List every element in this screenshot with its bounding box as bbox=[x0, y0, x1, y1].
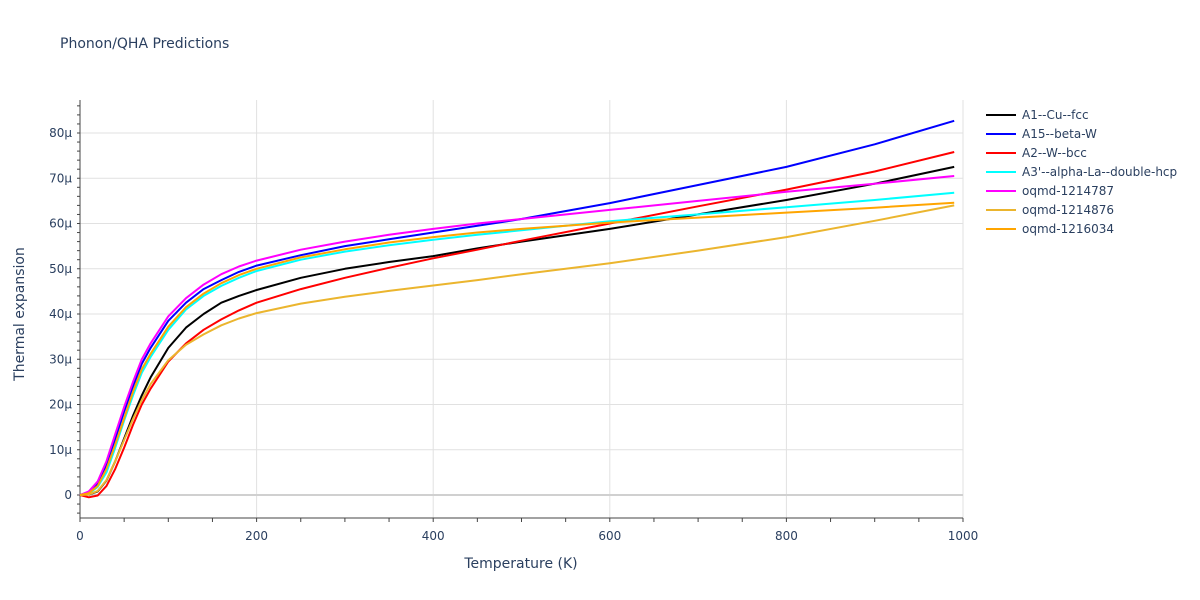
data-lines bbox=[79, 119, 955, 499]
legend-item[interactable]: A15--beta-W bbox=[986, 124, 1177, 143]
legend-line-icon bbox=[986, 132, 1016, 135]
x-tick-label: 1000 bbox=[948, 529, 979, 543]
series-line bbox=[79, 175, 955, 496]
legend-line-icon bbox=[986, 208, 1016, 211]
y-tick-label: 80µ bbox=[49, 126, 72, 140]
x-tick-label: 600 bbox=[598, 529, 621, 543]
series-line bbox=[79, 204, 955, 496]
x-tick-label: 0 bbox=[76, 529, 84, 543]
axes: 0 200 400 600 800 1000 0 10µ 20µ 30µ 40µ 50µ 60µ 70µ 8… bbox=[49, 100, 978, 543]
x-tick-label: 800 bbox=[775, 529, 798, 543]
chart-title: Phonon/QHA Predictions bbox=[60, 36, 230, 52]
legend-line-icon bbox=[986, 227, 1016, 230]
legend-label: oqmd-1216034 bbox=[1022, 221, 1115, 236]
y-tick-label: 60µ bbox=[49, 217, 72, 231]
legend-label: A1--Cu--fcc bbox=[1022, 107, 1089, 122]
y-tick-label: 0 bbox=[64, 488, 72, 502]
legend-label: oqmd-1214787 bbox=[1022, 183, 1115, 198]
legend-label: A3'--alpha-La--double-hcp bbox=[1022, 164, 1178, 179]
legend: A1--Cu--fcc A15--beta-W A2--W--bcc A3'--alp… bbox=[986, 105, 1177, 238]
legend-item[interactable]: oqmd-1216034 bbox=[986, 219, 1177, 238]
legend-item[interactable]: A3'--alpha-La--double-hcp bbox=[986, 162, 1177, 181]
x-tick-label: 200 bbox=[245, 529, 268, 543]
y-tick-label: 10µ bbox=[49, 443, 72, 457]
legend-label: oqmd-1214876 bbox=[1022, 202, 1115, 217]
y-tick-label: 30µ bbox=[49, 352, 72, 366]
x-tick-label: 400 bbox=[422, 529, 445, 543]
legend-item[interactable]: A2--W--bcc bbox=[986, 143, 1177, 162]
series-line bbox=[79, 119, 955, 496]
legend-item[interactable]: oqmd-1214876 bbox=[986, 200, 1177, 219]
legend-item[interactable]: A1--Cu--fcc bbox=[986, 105, 1177, 124]
legend-label: A2--W--bcc bbox=[1022, 145, 1087, 160]
legend-line-icon bbox=[986, 151, 1016, 154]
y-tick-label: 20µ bbox=[49, 398, 72, 412]
series-line bbox=[79, 201, 955, 496]
y-tick-label: 50µ bbox=[49, 262, 72, 276]
legend-item[interactable]: oqmd-1214787 bbox=[986, 181, 1177, 200]
legend-line-icon bbox=[986, 170, 1016, 173]
legend-line-icon bbox=[986, 113, 1016, 116]
legend-label: A15--beta-W bbox=[1022, 126, 1097, 141]
grid-lines bbox=[80, 100, 964, 518]
x-axis-title: Temperature (K) bbox=[463, 556, 577, 572]
y-axis-title: Thermal expansion bbox=[12, 247, 28, 382]
y-tick-label: 40µ bbox=[49, 307, 72, 321]
y-tick-label: 70µ bbox=[49, 171, 72, 185]
legend-line-icon bbox=[986, 189, 1016, 192]
series-line bbox=[79, 151, 955, 499]
